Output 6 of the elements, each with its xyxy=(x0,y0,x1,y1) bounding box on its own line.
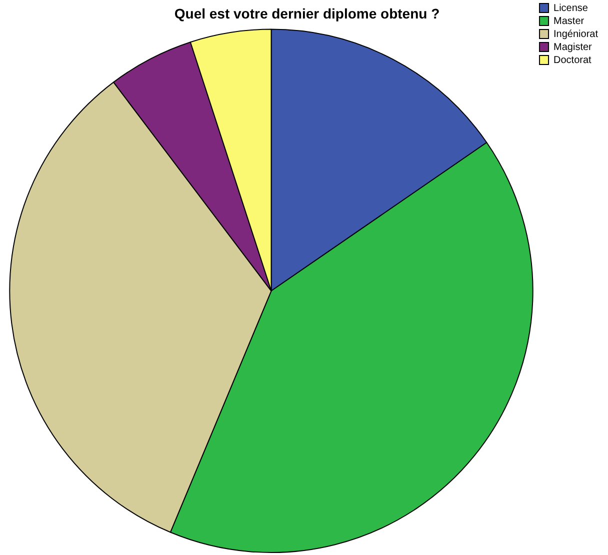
legend-label: Magister xyxy=(554,42,593,53)
legend-label: Master xyxy=(554,16,585,27)
legend-label: Doctorat xyxy=(554,54,592,66)
legend-label: License xyxy=(554,2,588,14)
chart-title: Quel est votre dernier diplome obtenu ? xyxy=(174,5,440,22)
legend-label: Ingéniorat xyxy=(554,28,598,40)
